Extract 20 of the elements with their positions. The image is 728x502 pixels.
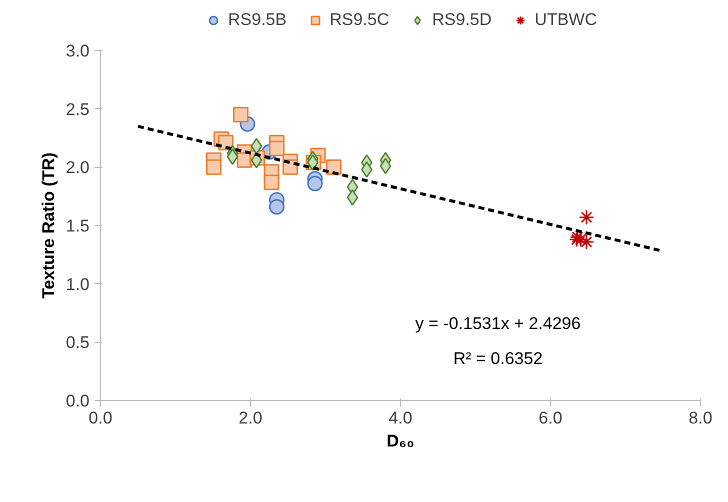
y-tick-label: 2.0 bbox=[66, 158, 90, 178]
legend-label: RS9.5D bbox=[432, 10, 492, 30]
y-tick-label: 0.5 bbox=[66, 333, 90, 352]
x-tick-label: 2.0 bbox=[238, 408, 262, 428]
legend-label: RS9.5B bbox=[228, 10, 287, 30]
x-tick-label: 0.0 bbox=[88, 408, 112, 428]
x-tick-label: 4.0 bbox=[388, 408, 412, 428]
y-tick-label: 2.5 bbox=[66, 100, 90, 119]
legend-label: RS9.5C bbox=[330, 10, 390, 30]
x-axis-title: D₆₀ bbox=[386, 432, 414, 450]
legend-label: UTBWC bbox=[534, 10, 597, 30]
annotation: R² = 0.6352 bbox=[453, 348, 543, 368]
y-tick-label: 0.0 bbox=[66, 392, 90, 410]
y-tick-label: 3.0 bbox=[66, 42, 90, 60]
y-tick-label: 1.5 bbox=[66, 216, 90, 236]
x-tick-label: 6.0 bbox=[538, 408, 562, 428]
y-axis-title: Texture Ratio (TR) bbox=[38, 152, 58, 299]
y-tick-label: 1.0 bbox=[66, 274, 90, 294]
x-tick-label: 8.0 bbox=[688, 408, 712, 428]
annotation: y = -0.1531x + 2.4296 bbox=[415, 314, 581, 333]
